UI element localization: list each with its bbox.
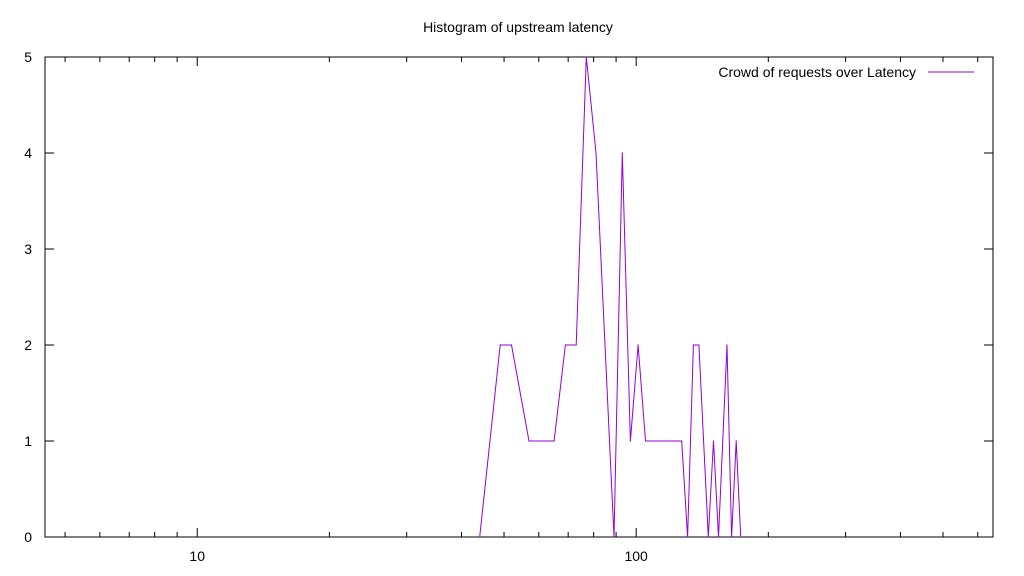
data-point [637, 344, 639, 346]
data-point [499, 344, 501, 346]
data-point [687, 536, 689, 538]
y-tick-label: 5 [24, 49, 32, 65]
data-point [644, 440, 647, 442]
data-point [717, 536, 720, 538]
chart-title: Histogram of upstream latency [423, 19, 613, 35]
data-point [735, 440, 737, 442]
y-tick-label: 0 [24, 529, 32, 545]
data-point [707, 536, 709, 538]
data-point [564, 344, 567, 346]
y-axis: 0 1 2 3 4 5 [24, 49, 993, 545]
legend-label: Crowd of requests over Latency [718, 64, 916, 80]
data-point [731, 536, 733, 538]
data-point [621, 152, 623, 154]
data-point [510, 344, 513, 346]
data-point [479, 536, 481, 538]
data-point [726, 344, 728, 346]
data-point [692, 344, 694, 346]
data-point [629, 440, 631, 442]
data-point [575, 344, 577, 346]
y-tick-label: 2 [24, 337, 32, 353]
x-tick-label: 10 [189, 548, 205, 564]
x-axis: 10 100 [64, 57, 979, 564]
data-point [553, 440, 555, 442]
data-point [712, 440, 715, 442]
data-point [528, 440, 530, 442]
data-point [698, 344, 700, 346]
data-point [740, 536, 742, 538]
y-tick-label: 3 [24, 241, 32, 257]
series-line [479, 56, 742, 538]
y-tick-label: 1 [24, 433, 32, 449]
data-point [681, 440, 683, 442]
data-point [585, 56, 587, 58]
series-layer [479, 56, 742, 538]
data-point [613, 536, 615, 538]
x-tick-label: 100 [624, 548, 648, 564]
legend: Crowd of requests over Latency [718, 64, 974, 80]
data-point [595, 152, 597, 154]
plot-frame [44, 56, 994, 538]
y-tick-label: 4 [24, 145, 32, 161]
